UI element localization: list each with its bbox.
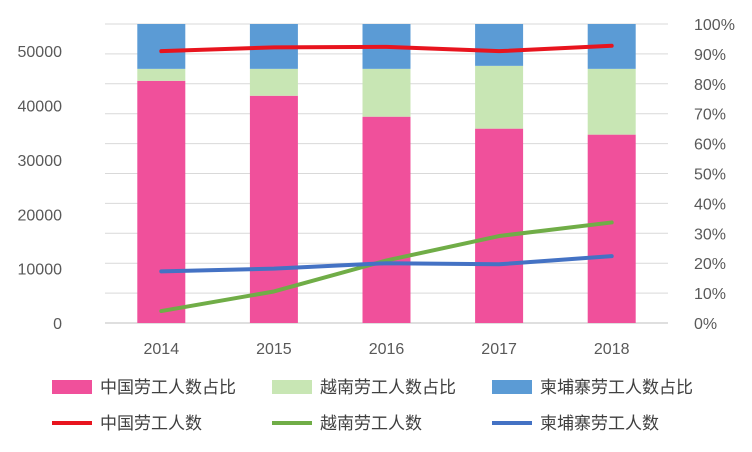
bar-segment — [475, 128, 524, 323]
x-tick-label: 2017 — [481, 341, 517, 358]
axes: 0 10000 20000 30000 40000 50000 0% 10% 20% 30% 40%… — [18, 17, 735, 358]
right-tick-label: 100% — [694, 17, 735, 34]
right-tick-label: 70% — [694, 107, 726, 124]
bar-segment — [587, 68, 636, 135]
left-tick-label: 40000 — [18, 99, 63, 116]
right-tick-label: 30% — [694, 226, 726, 243]
line-series — [159, 43, 614, 314]
legend-label: 柬埔寨劳工人数 — [540, 414, 659, 434]
legend-label: 越南劳工人数占比 — [320, 378, 456, 398]
x-tick-label: 2015 — [256, 341, 292, 358]
left-tick-label: 20000 — [18, 207, 63, 224]
x-tick-label: 2014 — [144, 341, 180, 358]
right-tick-label: 10% — [694, 286, 726, 303]
series-line — [159, 43, 614, 54]
stacked-bars — [137, 24, 636, 323]
bar-segment — [362, 68, 411, 117]
legend-swatch — [52, 380, 92, 394]
legend-label: 中国劳工人数占比 — [100, 378, 236, 398]
right-tick-label: 60% — [694, 137, 726, 154]
bar-segment — [587, 134, 636, 323]
legend-swatch — [272, 380, 312, 394]
bar-segment — [362, 116, 411, 323]
left-tick-label: 10000 — [18, 262, 63, 279]
x-tick-label: 2018 — [594, 341, 630, 358]
right-tick-label: 40% — [694, 196, 726, 213]
right-tick-label: 20% — [694, 256, 726, 273]
legend-swatch — [492, 380, 532, 394]
series-line — [159, 220, 614, 314]
left-tick-label: 50000 — [18, 44, 63, 61]
right-tick-label: 80% — [694, 77, 726, 94]
series-line — [159, 254, 614, 274]
bar-segment — [137, 68, 186, 81]
right-tick-label: 90% — [694, 47, 726, 64]
right-tick-label: 0% — [694, 316, 717, 333]
x-tick-label: 2016 — [369, 341, 405, 358]
legend-label: 柬埔寨劳工人数占比 — [540, 378, 693, 398]
bar-segment — [137, 24, 186, 69]
bar-segment — [475, 65, 524, 129]
bar-segment — [249, 68, 298, 96]
right-tick-label: 50% — [694, 167, 726, 184]
left-tick-label: 30000 — [18, 153, 63, 170]
bar-segment — [475, 24, 524, 66]
legend-label: 越南劳工人数 — [320, 414, 422, 434]
legend-label: 中国劳工人数 — [100, 414, 202, 434]
bar-segment — [137, 80, 186, 323]
left-tick-label: 0 — [53, 316, 62, 333]
